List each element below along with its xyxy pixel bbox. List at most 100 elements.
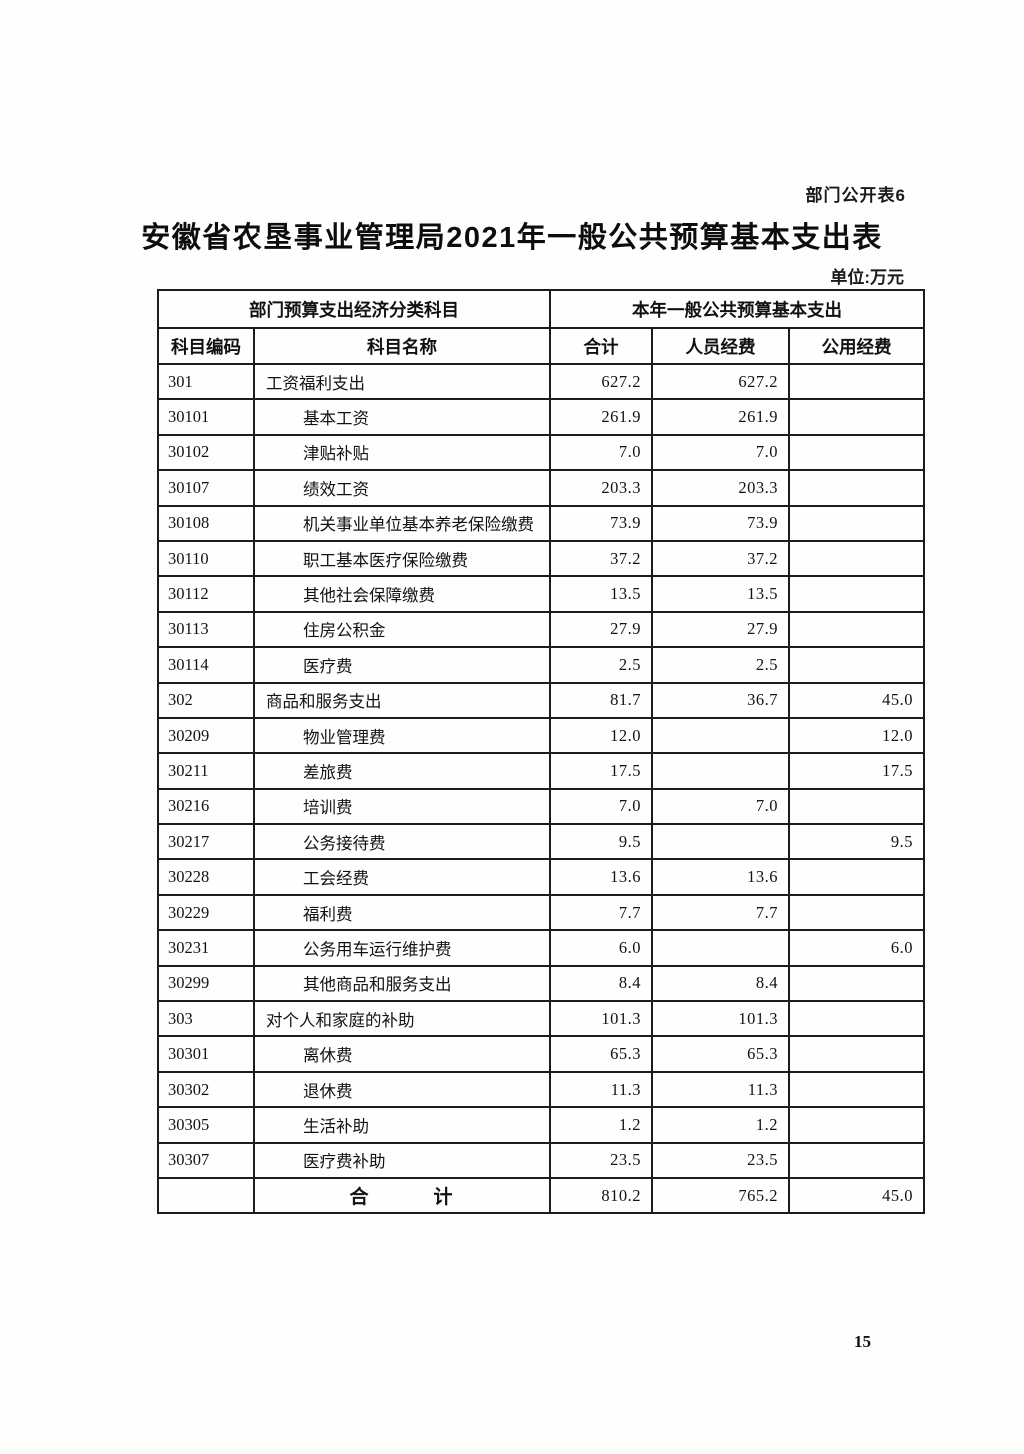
cell-subject-name: 公务接待费 [253, 823, 551, 861]
cell-total: 810.2 [549, 1176, 653, 1215]
cell-subject-code: 30302 [157, 1070, 255, 1109]
cell-subject-code: 30108 [157, 504, 255, 542]
cell-subject-name: 职工基本医疗保险缴费 [253, 539, 551, 578]
unit-note: 单位:万元 [830, 268, 904, 287]
cell-personnel-funds: 27.9 [651, 610, 790, 649]
cell-public-funds: 17.5 [787, 752, 926, 790]
cell-public-funds [787, 858, 926, 896]
cell-public-funds [787, 1141, 926, 1179]
cell-subject-name: 物业管理费 [253, 716, 551, 755]
cell-public-funds [787, 539, 926, 578]
cell-personnel-funds: 37.2 [651, 539, 790, 578]
cell-total: 81.7 [549, 681, 653, 719]
col-header-subject-code: 科目编码 [157, 327, 255, 365]
page-number: 15 [854, 1332, 871, 1351]
cell-personnel-funds: 101.3 [651, 1000, 790, 1038]
cell-subject-name: 工资福利支出 [253, 362, 551, 401]
cell-total: 23.5 [549, 1141, 653, 1179]
cell-subject-code: 30307 [157, 1141, 255, 1179]
cell-public-funds [787, 787, 926, 826]
cell-subject-code: 30107 [157, 469, 255, 507]
cell-subject-code: 30110 [157, 539, 255, 578]
table-row: 30307 医疗费补助 23.5 23.5 [157, 1141, 926, 1179]
cell-subject-name: 差旅费 [253, 752, 551, 790]
page-title: 安徽省农垦事业管理局2021年一般公共预算基本支出表 [141, 222, 883, 254]
table-row: 30305 生活补助 1.2 1.2 [157, 1106, 926, 1144]
cell-subject-name: 机关事业单位基本养老保险缴费 [253, 504, 551, 542]
cell-public-funds: 9.5 [787, 823, 926, 861]
cell-public-funds [787, 433, 926, 472]
cell-total: 7.7 [549, 893, 653, 932]
cell-personnel-funds: 1.2 [651, 1106, 790, 1144]
cell-personnel-funds: 765.2 [651, 1176, 790, 1215]
cell-personnel-funds: 13.5 [651, 575, 790, 613]
cell-subject-name: 基本工资 [253, 398, 551, 436]
cell-personnel-funds: 8.4 [651, 964, 790, 1003]
cell-public-funds [787, 504, 926, 542]
cell-personnel-funds: 11.3 [651, 1070, 790, 1109]
header-group-subject-classification: 部门预算支出经济分类科目 [157, 289, 551, 329]
cell-personnel-funds: 2.5 [651, 646, 790, 684]
cell-subject-code: 30228 [157, 858, 255, 896]
cell-public-funds [787, 1070, 926, 1109]
cell-subject-name: 离休费 [253, 1035, 551, 1073]
table-row: 30209 物业管理费 12.0 12.0 [157, 716, 926, 755]
table-row: 30102 津贴补贴 7.0 7.0 [157, 433, 926, 472]
cell-total: 17.5 [549, 752, 653, 790]
table-row: 30211 差旅费 17.5 17.5 [157, 752, 926, 790]
table-row: 30110 职工基本医疗保险缴费 37.2 37.2 [157, 539, 926, 578]
cell-total: 627.2 [549, 362, 653, 401]
cell-subject-name: 培训费 [253, 787, 551, 826]
table-row: 30302 退休费 11.3 11.3 [157, 1070, 926, 1109]
cell-personnel-funds: 36.7 [651, 681, 790, 719]
cell-subject-name: 商品和服务支出 [253, 681, 551, 719]
cell-public-funds: 6.0 [787, 929, 926, 967]
cell-subject-name: 绩效工资 [253, 469, 551, 507]
cell-public-funds: 45.0 [787, 681, 926, 719]
cell-subject-name: 公务用车运行维护费 [253, 929, 551, 967]
cell-personnel-funds: 261.9 [651, 398, 790, 436]
cell-personnel-funds: 13.6 [651, 858, 790, 896]
cell-public-funds [787, 1000, 926, 1038]
cell-subject-name: 其他社会保障缴费 [253, 575, 551, 613]
cell-subject-code: 30305 [157, 1106, 255, 1144]
cell-total: 261.9 [549, 398, 653, 436]
cell-public-funds [787, 1106, 926, 1144]
cell-subject-name: 其他商品和服务支出 [253, 964, 551, 1003]
cell-total: 65.3 [549, 1035, 653, 1073]
cell-total: 13.6 [549, 858, 653, 896]
cell-public-funds [787, 398, 926, 436]
cell-subject-code: 30113 [157, 610, 255, 649]
cell-total: 73.9 [549, 504, 653, 542]
cell-total: 7.0 [549, 433, 653, 472]
cell-personnel-funds [651, 929, 790, 967]
cell-subject-code: 30101 [157, 398, 255, 436]
cell-public-funds [787, 610, 926, 649]
cell-total: 27.9 [549, 610, 653, 649]
cell-subject-name: 福利费 [253, 893, 551, 932]
table-row: 303 对个人和家庭的补助 101.3 101.3 [157, 1000, 926, 1038]
cell-subject-name: 住房公积金 [253, 610, 551, 649]
table-row: 30299 其他商品和服务支出 8.4 8.4 [157, 964, 926, 1003]
cell-subject-name: 医疗费 [253, 646, 551, 684]
cell-subject-code: 30229 [157, 893, 255, 932]
cell-total: 2.5 [549, 646, 653, 684]
table-row: 301 工资福利支出 627.2 627.2 [157, 362, 926, 401]
cell-public-funds [787, 362, 926, 401]
cell-subject-code: 30102 [157, 433, 255, 472]
cell-subject-code: 30217 [157, 823, 255, 861]
cell-total: 8.4 [549, 964, 653, 1003]
cell-subject-name: 合 计 [253, 1176, 551, 1215]
cell-public-funds [787, 646, 926, 684]
table-group-header-row: 部门预算支出经济分类科目 本年一般公共预算基本支出 [157, 289, 926, 329]
cell-public-funds [787, 1035, 926, 1073]
table-header: 部门预算支出经济分类科目 本年一般公共预算基本支出 科目编码 科目名称 合计 人… [157, 289, 926, 365]
table-row: 30217 公务接待费 9.5 9.5 [157, 823, 926, 861]
cell-subject-code: 30231 [157, 929, 255, 967]
cell-total: 7.0 [549, 787, 653, 826]
cell-subject-name: 退休费 [253, 1070, 551, 1109]
cell-subject-code: 30299 [157, 964, 255, 1003]
cell-personnel-funds [651, 823, 790, 861]
cell-subject-code: 30211 [157, 752, 255, 790]
